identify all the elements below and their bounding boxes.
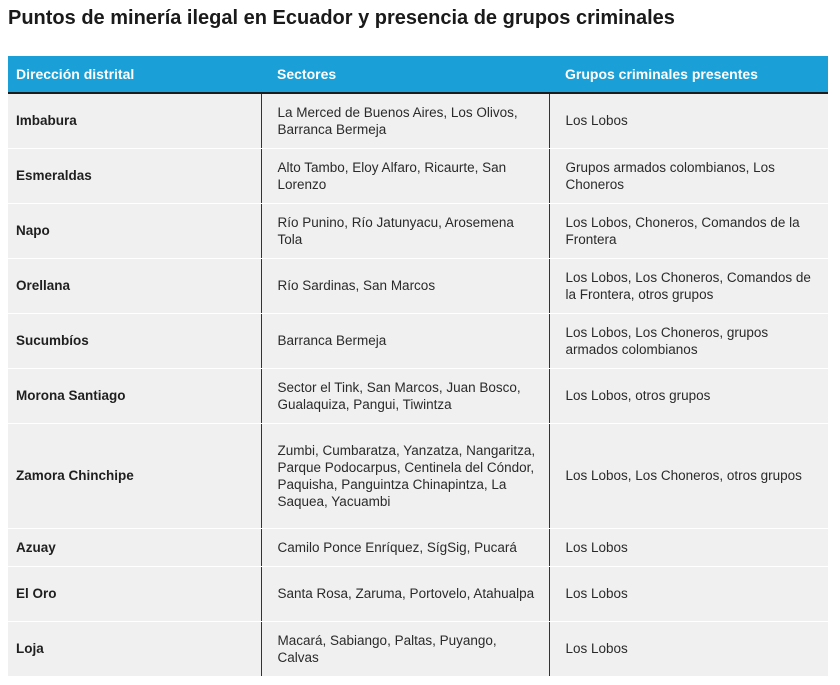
page-container: Puntos de minería ilegal en Ecuador y pr… bbox=[0, 6, 840, 677]
sectors-cell: Sector el Tink, San Marcos, Juan Bosco, … bbox=[260, 368, 549, 424]
sectors-cell: La Merced de Buenos Aires, Los Olivos, B… bbox=[260, 93, 549, 149]
district-cell: Sucumbíos bbox=[8, 313, 261, 369]
groups-cell: Los Lobos, Los Choneros, Comandos de la … bbox=[548, 258, 828, 314]
district-cell: Loja bbox=[8, 621, 261, 677]
district-cell: Imbabura bbox=[8, 93, 261, 149]
sectors-cell: Río Punino, Río Jatunyacu, Arosemena Tol… bbox=[260, 203, 549, 259]
table-row: Zamora Chinchipe Zumbi, Cumbaratza, Yanz… bbox=[8, 423, 828, 529]
district-cell: El Oro bbox=[8, 566, 261, 622]
groups-cell: Los Lobos, Los Choneros, grupos armados … bbox=[548, 313, 828, 369]
district-cell: Esmeraldas bbox=[8, 148, 261, 204]
sectors-cell: Camilo Ponce Enríquez, SígSig, Pucará bbox=[260, 528, 549, 567]
district-cell: Azuay bbox=[8, 528, 261, 567]
district-cell: Orellana bbox=[8, 258, 261, 314]
table-row: Orellana Río Sardinas, San Marcos Los Lo… bbox=[8, 258, 828, 314]
sectors-cell: Macará, Sabiango, Paltas, Puyango, Calva… bbox=[260, 621, 549, 677]
header-district: Dirección distrital bbox=[8, 56, 261, 94]
table-row: Loja Macará, Sabiango, Paltas, Puyango, … bbox=[8, 621, 828, 677]
header-row: Dirección distrital Sectores Grupos crim… bbox=[8, 56, 828, 94]
sectors-cell: Alto Tambo, Eloy Alfaro, Ricaurte, San L… bbox=[260, 148, 549, 204]
district-cell: Zamora Chinchipe bbox=[8, 423, 261, 529]
groups-cell: Los Lobos, otros grupos bbox=[548, 368, 828, 424]
table-row: Napo Río Punino, Río Jatunyacu, Arosemen… bbox=[8, 203, 828, 259]
header-groups: Grupos criminales presentes bbox=[549, 56, 828, 94]
district-cell: Napo bbox=[8, 203, 261, 259]
table-row: Sucumbíos Barranca Bermeja Los Lobos, Lo… bbox=[8, 313, 828, 369]
sectors-cell: Santa Rosa, Zaruma, Portovelo, Atahualpa bbox=[260, 566, 549, 622]
sectors-cell: Barranca Bermeja bbox=[260, 313, 549, 369]
table-row: Azuay Camilo Ponce Enríquez, SígSig, Puc… bbox=[8, 528, 828, 567]
groups-cell: Los Lobos, Choneros, Comandos de la Fron… bbox=[548, 203, 828, 259]
mining-table: Dirección distrital Sectores Grupos crim… bbox=[8, 56, 828, 677]
table-body: Imbabura La Merced de Buenos Aires, Los … bbox=[8, 93, 828, 677]
groups-cell: Los Lobos bbox=[548, 621, 828, 677]
header-sectors: Sectores bbox=[261, 56, 549, 94]
table-row: Esmeraldas Alto Tambo, Eloy Alfaro, Rica… bbox=[8, 148, 828, 204]
sectors-cell: Río Sardinas, San Marcos bbox=[260, 258, 549, 314]
groups-cell: Grupos armados colombianos, Los Choneros bbox=[548, 148, 828, 204]
district-cell: Morona Santiago bbox=[8, 368, 261, 424]
table-row: Imbabura La Merced de Buenos Aires, Los … bbox=[8, 93, 828, 149]
table-row: Morona Santiago Sector el Tink, San Marc… bbox=[8, 368, 828, 424]
sectors-cell: Zumbi, Cumbaratza, Yanzatza, Nangaritza,… bbox=[260, 423, 549, 529]
groups-cell: Los Lobos bbox=[548, 93, 828, 149]
page-title: Puntos de minería ilegal en Ecuador y pr… bbox=[8, 7, 675, 29]
groups-cell: Los Lobos bbox=[548, 566, 828, 622]
groups-cell: Los Lobos bbox=[548, 528, 828, 567]
groups-cell: Los Lobos, Los Choneros, otros grupos bbox=[548, 423, 828, 529]
table-header: Dirección distrital Sectores Grupos crim… bbox=[8, 56, 828, 94]
table-row: El Oro Santa Rosa, Zaruma, Portovelo, At… bbox=[8, 566, 828, 622]
